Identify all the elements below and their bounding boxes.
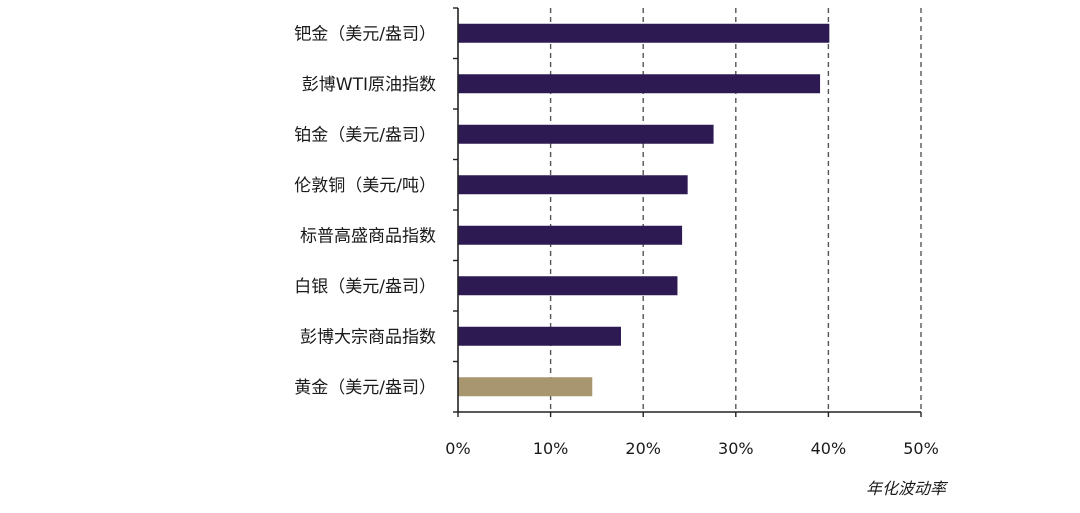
category-label-5: 白银（美元/盎司） (294, 277, 436, 297)
x-tick-labels: 0% 10% 20% 30% 40% 50% (445, 439, 938, 458)
x-tick-label-5: 50% (903, 439, 939, 458)
bar-2 (458, 124, 714, 144)
bar-0 (458, 23, 830, 43)
x-tick-label-4: 40% (811, 439, 847, 458)
x-axis-title: 年化波动率 (866, 479, 949, 498)
category-label-4: 标普高盛商品指数 (300, 226, 436, 246)
category-label-7: 黄金（美元/盎司） (294, 378, 436, 398)
category-label-2: 铂金（美元/盎司） (294, 125, 436, 145)
bar-1 (458, 74, 821, 94)
bar-7 (458, 377, 593, 397)
category-label-6: 彭博大宗商品指数 (300, 327, 436, 347)
category-label-0: 钯金（美元/盎司） (294, 24, 436, 44)
axes (453, 7, 922, 417)
x-tick-label-2: 20% (625, 439, 661, 458)
category-label-1: 彭博WTI原油指数 (302, 75, 436, 95)
bar-4 (458, 225, 683, 245)
category-label-3: 伦敦铜（美元/吨） (294, 176, 436, 196)
bar-5 (458, 276, 678, 296)
bar-3 (458, 175, 688, 195)
bar-6 (458, 326, 621, 346)
bars (458, 23, 830, 397)
x-tick-label-0: 0% (445, 439, 470, 458)
x-tick-label-3: 30% (718, 439, 754, 458)
x-tick-label-1: 10% (533, 439, 569, 458)
grid-lines (549, 8, 922, 412)
